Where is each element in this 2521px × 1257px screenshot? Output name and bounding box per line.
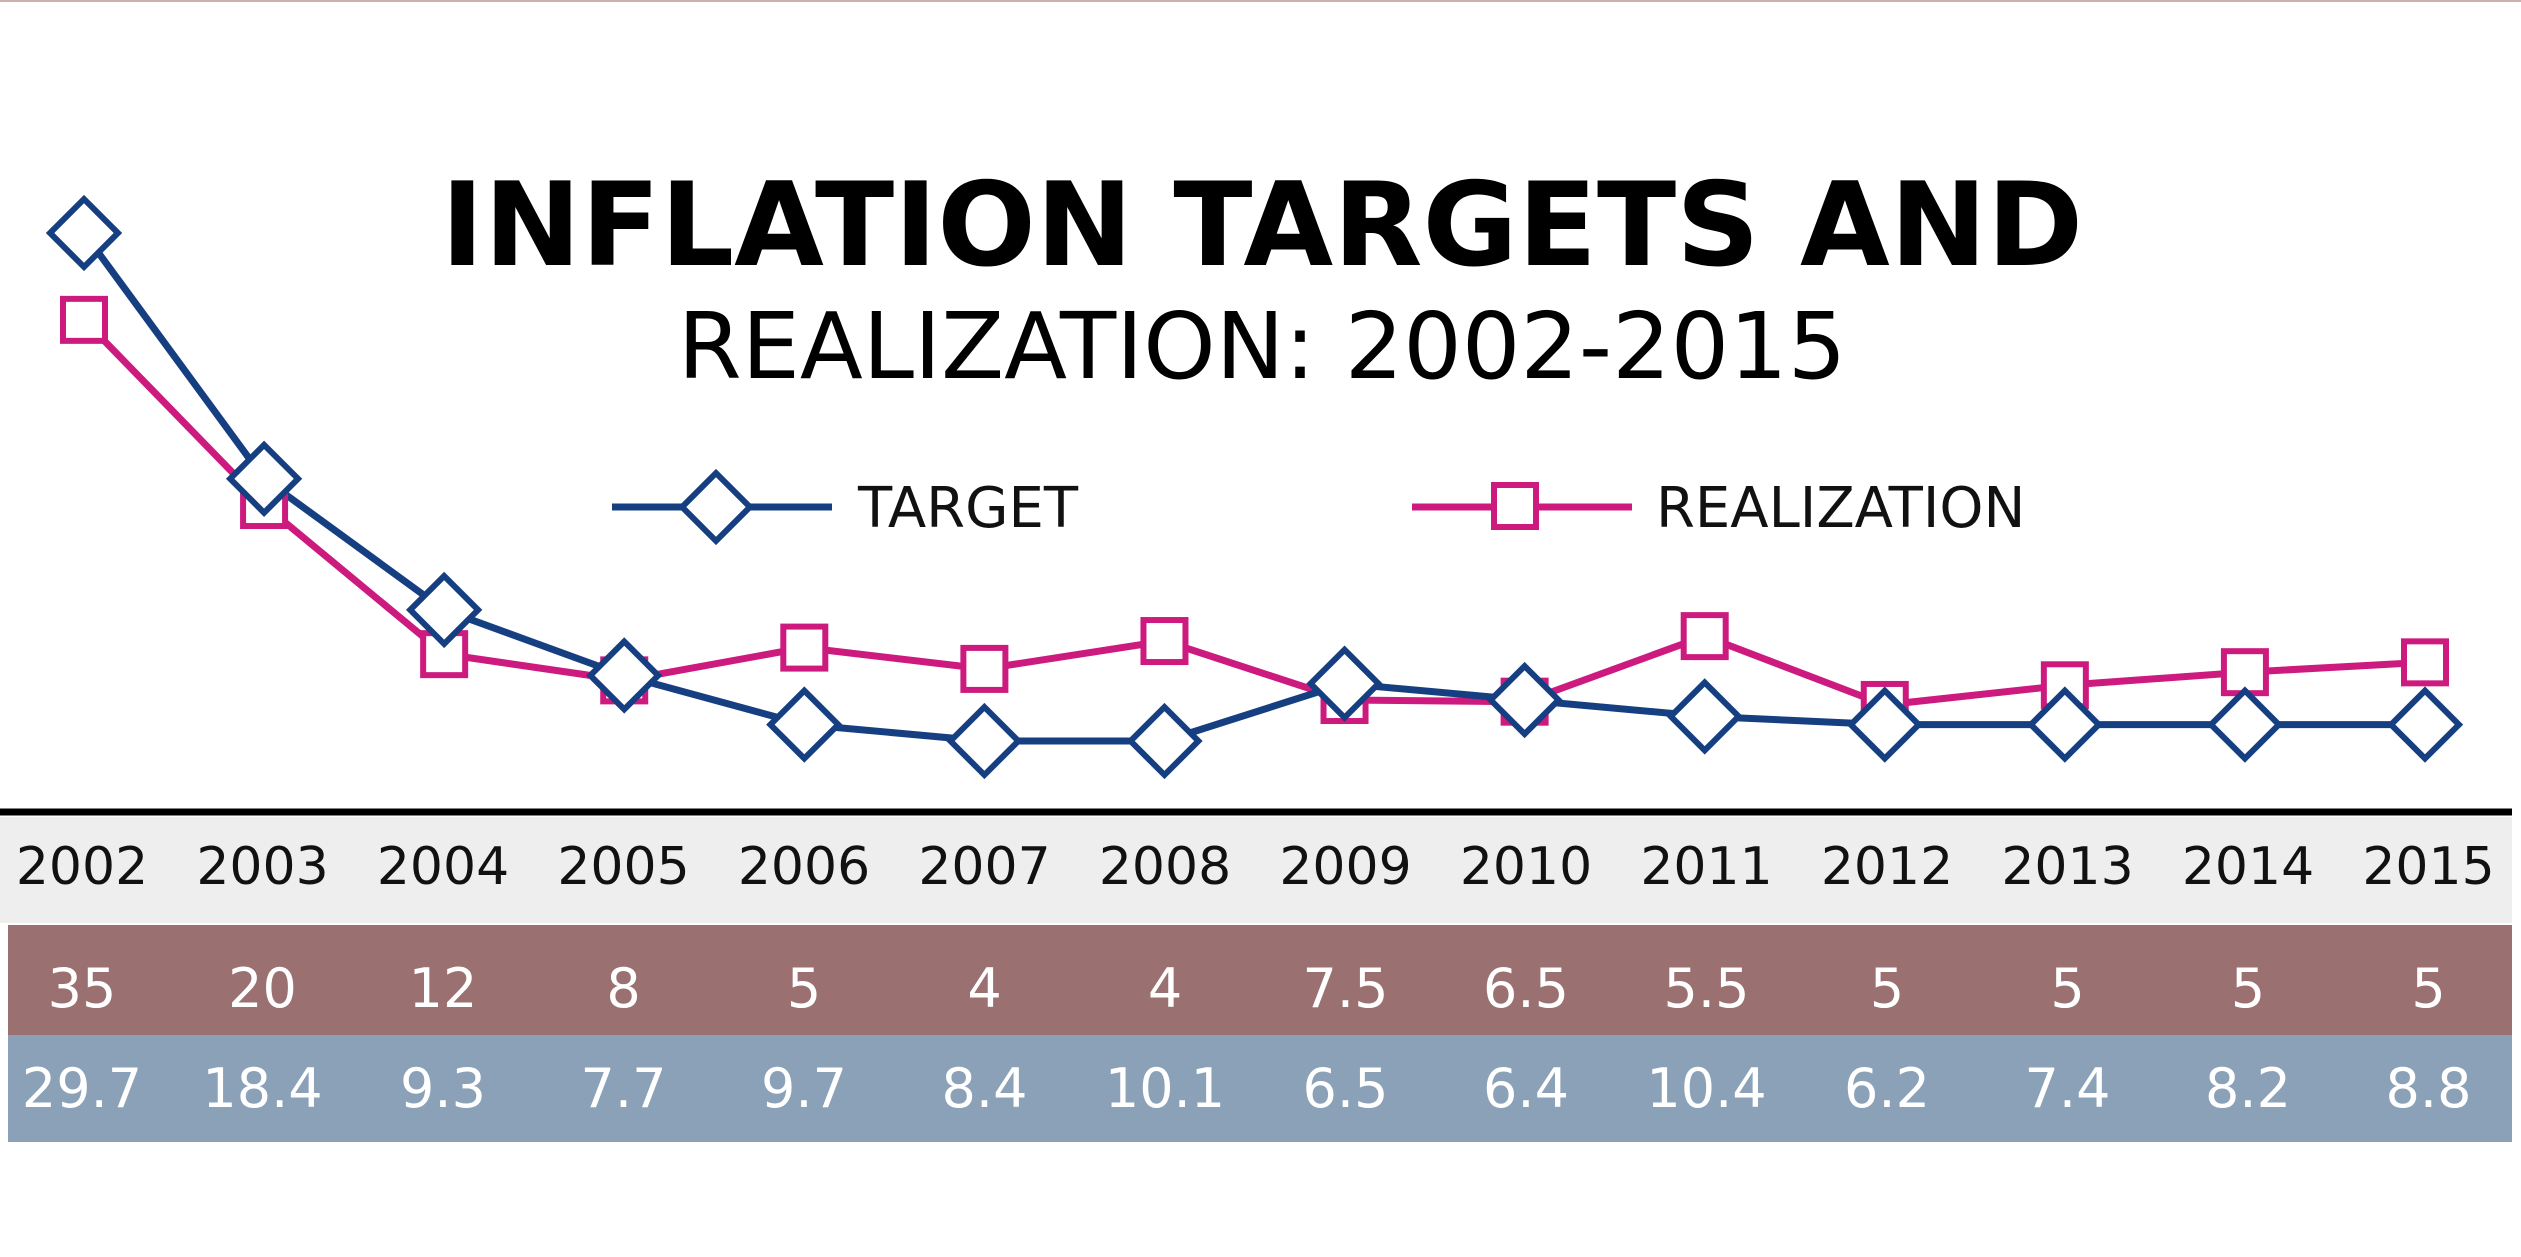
year-label-2006: 2006 xyxy=(738,837,870,897)
target-row-band xyxy=(8,925,2512,1035)
year-label-2007: 2007 xyxy=(918,837,1050,897)
point-realization-2011 xyxy=(1680,612,1729,661)
year-label-2010: 2010 xyxy=(1460,837,1592,897)
point-target-2011 xyxy=(1666,678,1743,755)
value-target-2007: 4 xyxy=(967,957,1001,1020)
value-target-2003: 20 xyxy=(228,957,297,1020)
point-target-2014 xyxy=(2206,686,2284,763)
value-target-2006: 5 xyxy=(787,957,821,1020)
chart-title: INFLATION TARGETS AND xyxy=(441,158,2083,293)
value-realization-2014: 8.2 xyxy=(2205,1057,2291,1120)
point-realization-2002 xyxy=(60,295,108,344)
point-realization-2006 xyxy=(780,623,829,672)
year-label-2011: 2011 xyxy=(1640,837,1772,897)
point-target-2006 xyxy=(766,686,843,763)
legend-marker-realization xyxy=(1491,482,1539,530)
year-row-band xyxy=(0,817,2512,923)
year-label-2002: 2002 xyxy=(16,837,148,897)
point-target-2009 xyxy=(1306,645,1383,722)
chart-subtitle: REALIZATION: 2002-2015 xyxy=(678,293,1846,400)
value-target-2015: 5 xyxy=(2411,957,2445,1020)
legend-marker-target xyxy=(677,468,755,546)
value-realization-2015: 8.8 xyxy=(2386,1057,2472,1120)
year-label-2015: 2015 xyxy=(2362,837,2494,897)
value-realization-2002: 29.7 xyxy=(22,1057,142,1120)
legend-item-realization: REALIZATION xyxy=(1412,476,2025,541)
value-realization-2006: 9.7 xyxy=(761,1057,847,1120)
series-line-realization xyxy=(81,317,2426,709)
value-realization-2011: 10.4 xyxy=(1646,1057,1766,1120)
value-target-2002: 35 xyxy=(48,957,117,1020)
legend-label-realization: REALIZATION xyxy=(1656,476,2025,541)
legend: TARGET REALIZATION xyxy=(612,468,2025,546)
plot-area xyxy=(45,194,2464,780)
realization-row-band xyxy=(8,1035,2512,1142)
year-label-2012: 2012 xyxy=(1821,837,1953,897)
value-realization-2004: 9.3 xyxy=(400,1057,486,1120)
point-target-2005 xyxy=(586,637,663,714)
value-realization-2009: 6.5 xyxy=(1303,1057,1389,1120)
value-target-2009: 7.5 xyxy=(1303,957,1389,1020)
value-target-2008: 4 xyxy=(1148,957,1182,1020)
value-target-2005: 8 xyxy=(606,957,640,1020)
point-target-2012 xyxy=(1846,686,1923,763)
legend-label-target: TARGET xyxy=(857,476,1079,541)
year-label-2003: 2003 xyxy=(196,837,328,897)
top-rule xyxy=(0,0,2521,2)
legend-item-target: TARGET xyxy=(612,468,1079,546)
value-target-2014: 5 xyxy=(2231,957,2265,1020)
point-target-2008 xyxy=(1126,702,1203,780)
value-realization-2008: 10.1 xyxy=(1105,1057,1225,1120)
value-target-2011: 5.5 xyxy=(1664,957,1750,1020)
year-label-2008: 2008 xyxy=(1099,837,1231,897)
value-realization-2010: 6.4 xyxy=(1483,1057,1569,1120)
value-realization-2003: 18.4 xyxy=(202,1057,322,1120)
year-label-2013: 2013 xyxy=(2001,837,2133,897)
value-realization-2012: 6.2 xyxy=(1844,1057,1930,1120)
value-realization-2005: 7.7 xyxy=(581,1057,667,1120)
year-label-2009: 2009 xyxy=(1279,837,1411,897)
point-target-2010 xyxy=(1486,661,1563,739)
point-realization-2015 xyxy=(2401,638,2449,687)
value-realization-2013: 7.4 xyxy=(2025,1057,2111,1120)
data-table: 2002 2003 2004 2005 2006 2007 2008 2009 2010 2011… xyxy=(0,817,2512,1142)
value-target-2004: 12 xyxy=(409,957,478,1020)
year-label-2004: 2004 xyxy=(377,837,509,897)
point-target-2003 xyxy=(225,440,303,517)
point-target-2002 xyxy=(45,194,123,272)
value-target-2012: 5 xyxy=(1870,957,1904,1020)
point-target-2004 xyxy=(405,571,483,649)
point-realization-2007 xyxy=(960,644,1009,693)
point-target-2015 xyxy=(2386,686,2464,763)
point-target-2013 xyxy=(2026,686,2104,763)
year-label-2014: 2014 xyxy=(2182,837,2314,897)
value-realization-2007: 8.4 xyxy=(942,1057,1028,1120)
value-target-2010: 6.5 xyxy=(1483,957,1569,1020)
point-target-2007 xyxy=(946,702,1023,780)
year-label-2005: 2005 xyxy=(557,837,689,897)
point-realization-2008 xyxy=(1140,617,1189,666)
value-target-2013: 5 xyxy=(2050,957,2084,1020)
